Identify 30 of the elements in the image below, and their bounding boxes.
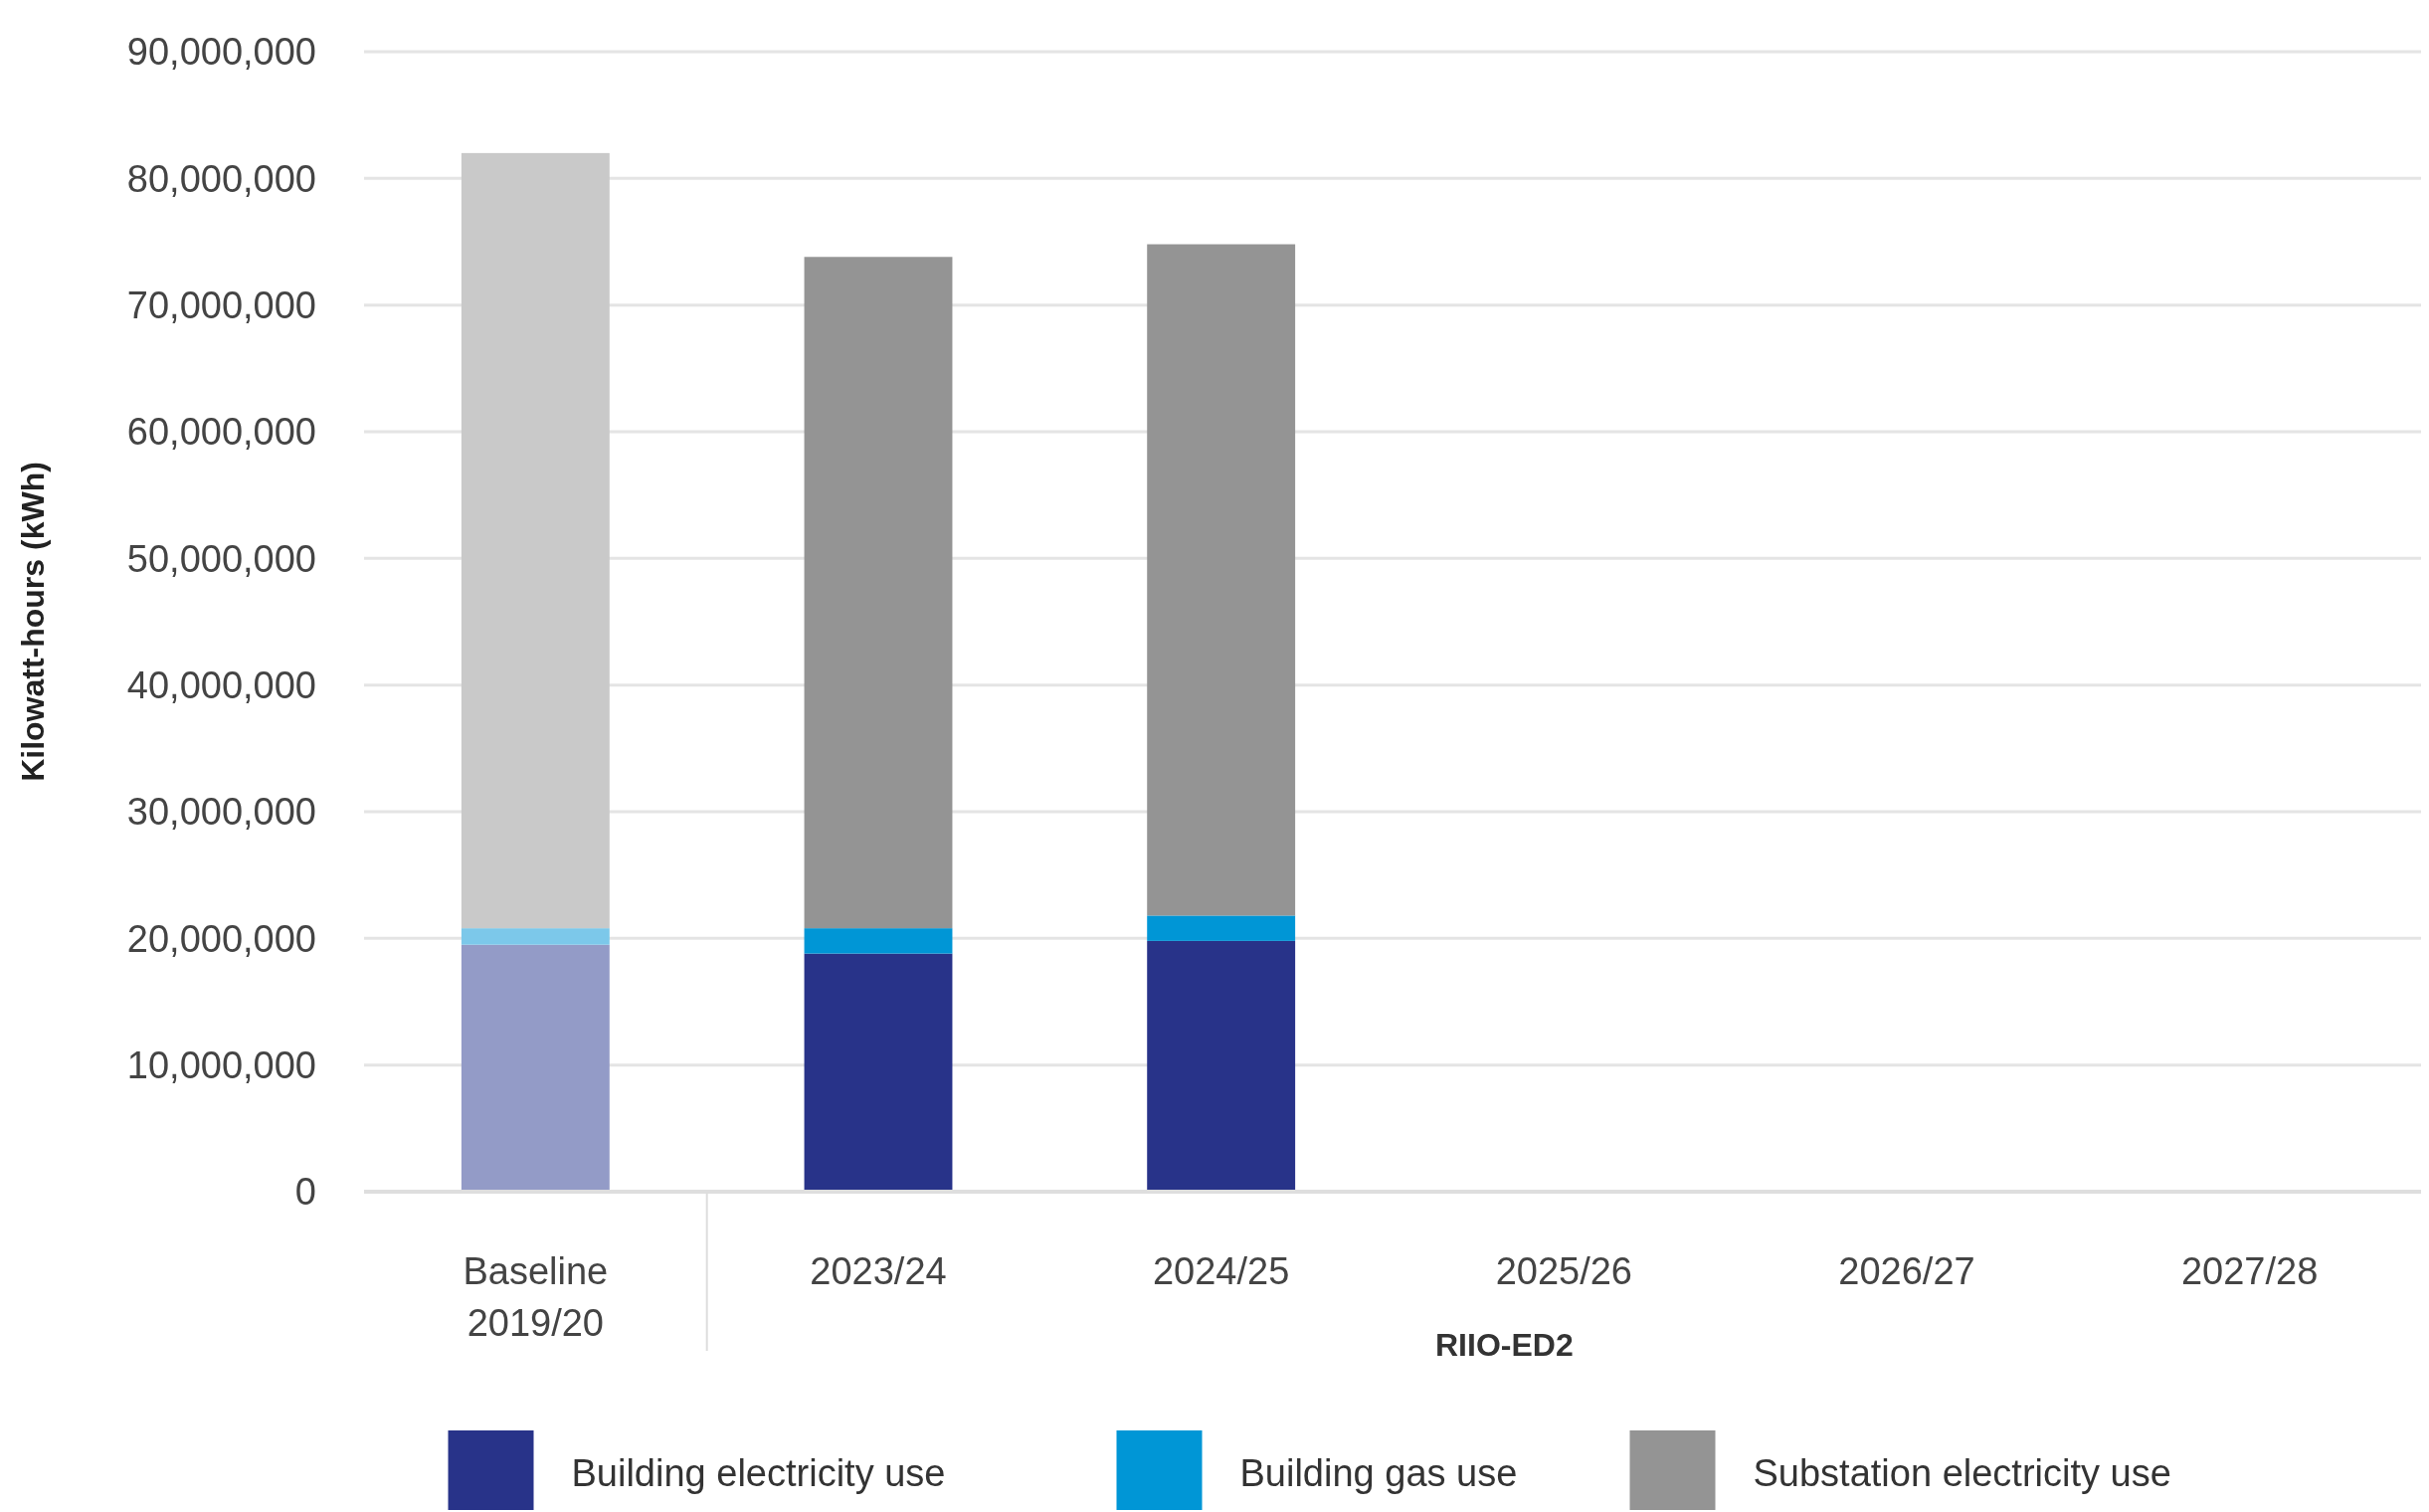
x-tick-label: 2027/28	[2180, 1250, 2319, 1292]
bar	[461, 928, 610, 945]
x-tick-label: 2025/26	[1495, 1250, 1633, 1292]
x-tick-label: 2023/24	[810, 1250, 947, 1292]
y-tick-label: 50,000,000	[126, 537, 316, 580]
y-tick-label: 60,000,000	[126, 411, 316, 454]
bar	[804, 928, 953, 954]
legend-label: Building electricity use	[571, 1452, 946, 1494]
x-axis-title: RIIO-ED2	[1434, 1327, 1574, 1363]
legend-label: Substation electricity use	[1753, 1452, 2171, 1494]
x-tick-label: 2026/27	[1838, 1250, 1975, 1292]
bar	[1147, 940, 1296, 1192]
bar	[804, 953, 953, 1192]
bar	[804, 257, 953, 929]
bar	[461, 152, 610, 929]
y-tick-label: 10,000,000	[126, 1043, 316, 1086]
y-axis-title: Kilowatt-hours (kWh)	[15, 462, 51, 782]
legend-label: Building gas use	[1239, 1452, 1518, 1494]
y-tick-label: 90,000,000	[126, 31, 316, 74]
y-tick-label: 70,000,000	[126, 284, 316, 326]
y-tick-label: 80,000,000	[126, 157, 316, 200]
bar	[461, 944, 610, 1192]
y-tick-label: 20,000,000	[126, 917, 316, 960]
x-tick-label: Baseline 2019/20	[463, 1250, 609, 1344]
y-tick-label: 0	[294, 1171, 316, 1214]
x-tick-label: 2024/25	[1152, 1250, 1290, 1292]
bar	[1147, 244, 1296, 916]
bar	[1147, 915, 1296, 941]
y-tick-label: 30,000,000	[126, 791, 316, 834]
y-tick-label: 40,000,000	[126, 663, 316, 706]
